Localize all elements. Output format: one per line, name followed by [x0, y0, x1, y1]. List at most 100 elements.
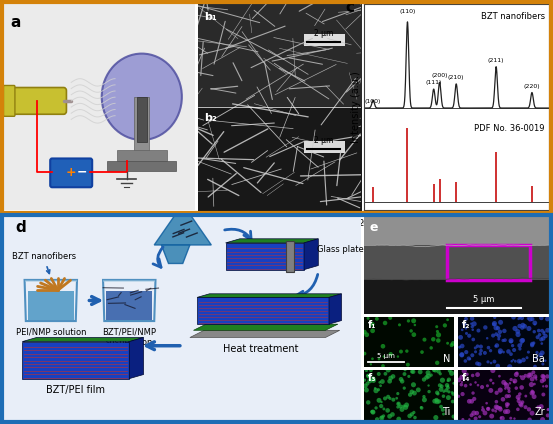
Point: [521, 404, 530, 410]
Point: [386, 315, 395, 321]
Point: [394, 416, 403, 422]
Point: [514, 331, 523, 338]
Point: [481, 324, 490, 331]
Point: [478, 407, 487, 413]
Point: [394, 400, 403, 407]
Point: [517, 402, 526, 409]
Text: Ba: Ba: [532, 354, 545, 364]
Point: [477, 343, 486, 350]
Point: [424, 369, 432, 376]
Point: [367, 361, 375, 368]
Text: Glass plate: Glass plate: [316, 245, 363, 254]
Point: [443, 340, 452, 347]
Point: [504, 401, 513, 407]
Point: [530, 381, 539, 388]
Point: [525, 406, 534, 413]
Point: [465, 416, 474, 423]
Point: [518, 374, 527, 381]
Point: [360, 350, 369, 357]
Point: [369, 409, 378, 416]
Text: BZT nanofibers: BZT nanofibers: [481, 12, 545, 22]
Bar: [304, 34, 345, 46]
Point: [488, 367, 497, 374]
Bar: [286, 241, 294, 272]
Point: [486, 347, 495, 354]
Point: [368, 355, 377, 362]
Point: [471, 345, 480, 351]
Point: [525, 371, 534, 378]
Point: [380, 320, 389, 326]
Bar: [103, 280, 155, 282]
Point: [493, 342, 502, 349]
Point: [474, 327, 483, 334]
Point: [367, 367, 375, 374]
Point: [368, 408, 377, 415]
Text: +: +: [66, 166, 76, 179]
Point: [500, 337, 509, 343]
Point: [420, 393, 429, 400]
Text: 5 μm: 5 μm: [378, 353, 395, 359]
Point: [444, 382, 452, 389]
Point: [471, 349, 480, 355]
Text: f₁: f₁: [368, 320, 376, 330]
Point: [364, 373, 373, 379]
Point: [510, 379, 519, 385]
Point: [439, 406, 447, 413]
Point: [514, 398, 523, 404]
Point: [496, 348, 505, 354]
Point: [460, 321, 469, 327]
Point: [484, 405, 493, 412]
Point: [422, 374, 431, 381]
Point: [437, 386, 446, 393]
Point: [512, 371, 521, 378]
Y-axis label: Intensity (a.u.): Intensity (a.u.): [351, 71, 361, 143]
Point: [539, 373, 547, 379]
Point: [435, 398, 444, 405]
Point: [362, 367, 371, 374]
Point: [388, 411, 397, 418]
Point: [512, 385, 521, 391]
Point: [392, 395, 401, 402]
Point: [507, 338, 515, 344]
Point: [537, 336, 546, 343]
Point: [468, 323, 477, 330]
Text: e: e: [369, 221, 378, 234]
Point: [448, 340, 457, 347]
Point: [541, 333, 550, 340]
Point: [539, 391, 548, 398]
Point: [434, 332, 443, 338]
Point: [518, 315, 526, 321]
Point: [516, 373, 525, 379]
Point: [430, 367, 439, 374]
Point: [478, 384, 487, 391]
Point: [424, 373, 432, 379]
Polygon shape: [190, 330, 340, 338]
Point: [433, 360, 442, 366]
Point: [539, 330, 548, 337]
Point: [394, 353, 403, 360]
Point: [514, 395, 523, 402]
Point: [533, 349, 541, 356]
Point: [385, 378, 394, 385]
Bar: [24, 280, 77, 282]
Point: [457, 352, 466, 359]
Point: [439, 393, 448, 399]
Point: [466, 381, 475, 388]
Point: [544, 406, 553, 413]
Point: [528, 376, 536, 382]
Bar: [22, 342, 129, 379]
Point: [531, 374, 540, 381]
Point: [495, 349, 504, 356]
Text: f₄: f₄: [462, 373, 471, 383]
Point: [489, 380, 498, 387]
Point: [496, 319, 505, 326]
Point: [400, 371, 409, 377]
Point: [538, 327, 546, 334]
Point: [518, 338, 526, 344]
Point: [510, 415, 519, 422]
Point: [501, 385, 510, 392]
Point: [499, 379, 508, 386]
Point: [379, 353, 388, 360]
Point: [458, 326, 467, 333]
Point: [440, 388, 448, 395]
